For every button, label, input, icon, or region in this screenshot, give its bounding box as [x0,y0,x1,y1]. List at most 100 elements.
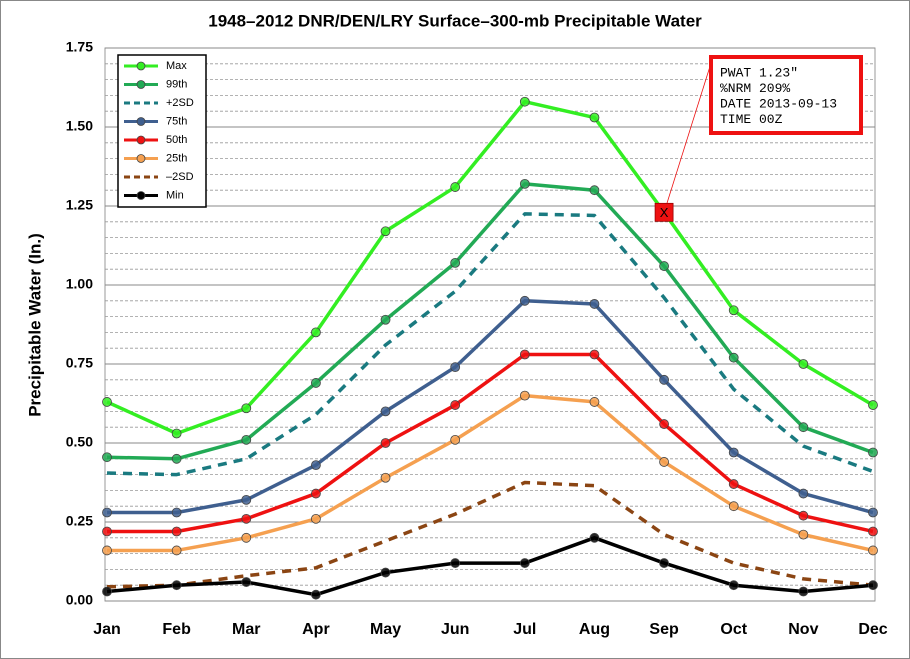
data-point [241,513,252,524]
data-point [380,314,391,325]
legend-marker [136,154,146,163]
x-tick-label: Dec [858,621,887,638]
legend-marker [136,80,146,89]
x-tick-label: Mar [232,621,260,638]
x-tick-label: May [370,621,401,638]
data-point [519,295,530,306]
legend-marker [136,191,146,200]
data-point [311,460,321,471]
data-point [171,428,182,439]
annotation-leader [663,59,713,213]
data-point [659,261,669,271]
y-tick-label: 0.50 [66,434,93,450]
x-tick-label: Aug [579,621,610,638]
data-point [868,526,878,537]
data-point [519,390,530,401]
data-point [728,447,739,458]
annotation-box [709,55,863,135]
legend-label: Max [166,60,187,72]
data-point [868,400,878,410]
data-point [659,457,669,467]
data-point [519,349,530,360]
data-point [798,586,809,597]
x-tick-label: Nov [788,621,818,638]
data-point [589,349,600,360]
data-point [519,96,530,107]
data-point [311,378,321,388]
y-tick-label: 1.75 [66,39,93,55]
data-point [241,403,252,414]
x-tick-label: Oct [720,621,747,638]
annotation-marker [654,202,674,222]
data-point [519,178,530,189]
data-point [798,422,809,433]
data-point [102,507,112,518]
data-point [798,510,809,521]
y-axis-label: Precipitable Water (In.) [25,233,44,417]
data-point [102,452,112,463]
legend-marker [136,135,146,145]
data-point [102,526,112,537]
data-point [311,488,321,499]
data-point [241,494,252,505]
data-point [311,327,321,338]
x-tick-label: Apr [302,621,330,638]
legend-box [117,54,207,208]
series-line [106,99,874,436]
data-point [171,580,182,591]
legend-label: 75th [166,115,187,127]
data-point [380,567,391,578]
data-point [450,558,461,568]
x-tick-label: Jan [93,621,121,638]
series-line [106,212,874,477]
y-tick-label: 1.25 [66,197,93,213]
data-point [589,299,600,309]
y-tick-label: 0.00 [66,592,93,608]
legend-label: Min [166,189,184,201]
data-point [450,362,461,373]
y-tick-label: 1.50 [66,118,93,134]
data-point [241,532,252,543]
x-tick-label: Sep [649,621,679,638]
annotation-marker-label: X [660,205,669,220]
data-point [171,453,182,464]
data-point [728,352,739,363]
annotation-text: PWAT 1.23" [720,65,798,80]
data-point [868,545,878,556]
data-point [589,532,600,543]
series-line [106,536,874,597]
series-line [106,182,874,461]
data-point [868,580,878,591]
data-point [728,479,739,489]
data-point [728,580,739,591]
legend-label: +2SD [166,97,194,109]
y-tick-label: 0.75 [66,355,93,371]
series-line [106,480,874,589]
legend-marker [136,61,146,71]
y-tick-label: 0.25 [66,513,93,529]
series-line [107,352,874,534]
chart-title: 1948–2012 DNR/DEN/LRY Surface–300-mb Pre… [208,11,702,30]
data-point [450,434,461,445]
data-point [171,507,182,518]
data-point [589,112,600,123]
data-point [798,529,809,540]
data-point [311,589,321,600]
data-point [241,577,252,587]
x-tick-label: Jul [513,621,536,638]
annotation-text: %NRM 209% [720,81,790,96]
data-point [728,501,739,512]
data-point [659,374,669,385]
data-point [589,397,600,407]
legend-label: 50th [166,134,187,146]
data-point [102,586,112,597]
data-point [450,182,461,192]
data-point [380,472,391,483]
data-point [798,359,809,369]
data-point [450,400,461,410]
data-point [659,558,669,568]
data-point [241,434,252,445]
data-point [868,507,878,518]
data-point [380,406,391,417]
